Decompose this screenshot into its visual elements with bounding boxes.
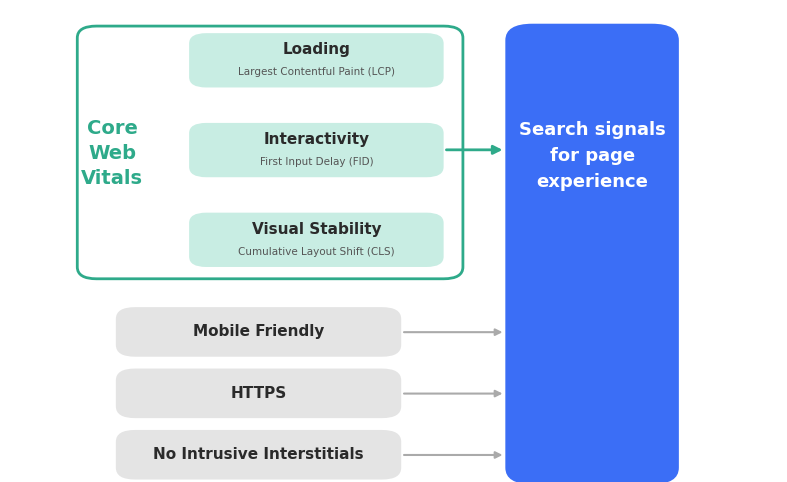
FancyBboxPatch shape [116, 369, 401, 418]
Text: Search signals
for page
experience: Search signals for page experience [519, 120, 666, 191]
Text: Core
Web
Vitals: Core Web Vitals [81, 119, 143, 188]
FancyBboxPatch shape [189, 213, 444, 267]
FancyBboxPatch shape [77, 26, 463, 279]
Text: No Intrusive Interstitials: No Intrusive Interstitials [153, 447, 364, 462]
FancyBboxPatch shape [116, 307, 401, 357]
FancyBboxPatch shape [505, 24, 679, 482]
Text: First Input Delay (FID): First Input Delay (FID) [260, 157, 373, 167]
Text: Visual Stability: Visual Stability [252, 222, 381, 237]
Text: Loading: Loading [283, 42, 350, 57]
FancyBboxPatch shape [116, 430, 401, 480]
FancyBboxPatch shape [189, 123, 444, 177]
Text: Mobile Friendly: Mobile Friendly [193, 324, 324, 339]
Text: Interactivity: Interactivity [264, 132, 369, 147]
Text: Cumulative Layout Shift (CLS): Cumulative Layout Shift (CLS) [238, 247, 395, 256]
Text: Largest Contentful Paint (LCP): Largest Contentful Paint (LCP) [238, 67, 395, 77]
Text: HTTPS: HTTPS [231, 386, 286, 401]
FancyBboxPatch shape [189, 33, 444, 88]
